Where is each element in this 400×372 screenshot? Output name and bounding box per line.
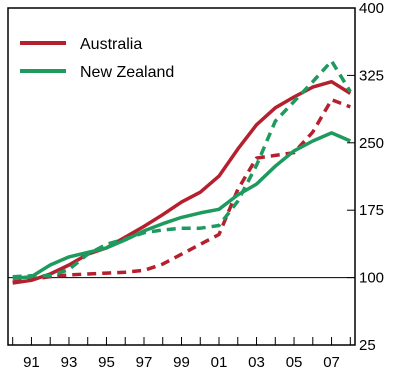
series-line-new-zealand-dashed — [12, 59, 352, 279]
x-tick-label-95: 95 — [98, 354, 115, 371]
x-tick-label-97: 97 — [136, 354, 153, 371]
y-tick-label-175: 175 — [359, 202, 384, 219]
x-tick-label-05: 05 — [286, 354, 303, 371]
x-axis: 91 93 95 97 99 01 03 05 07 — [12, 337, 351, 371]
legend-label-new-zealand: New Zealand — [80, 64, 174, 81]
y-tick-label-25: 25 — [359, 337, 376, 354]
series-line-australia-solid — [12, 79, 352, 285]
plot-frame — [7, 7, 356, 346]
y-axis: 25 100 175 250 325 400 — [347, 0, 384, 354]
y-tick-label-100: 100 — [359, 270, 384, 287]
legend: Australia New Zealand — [20, 36, 174, 81]
legend-label-australia: Australia — [80, 36, 142, 53]
series-layer — [12, 59, 352, 285]
series-line-new-zealand-solid — [12, 131, 351, 281]
x-tick-label-01: 01 — [211, 354, 228, 371]
x-tick-label-93: 93 — [61, 354, 78, 371]
y-tick-label-400: 400 — [359, 0, 384, 17]
y-tick-label-325: 325 — [359, 67, 384, 84]
x-tick-label-91: 91 — [23, 354, 40, 371]
x-tick-label-03: 03 — [248, 354, 265, 371]
y-tick-label-250: 250 — [359, 135, 384, 152]
x-tick-label-99: 99 — [173, 354, 190, 371]
x-tick-label-07: 07 — [323, 354, 340, 371]
